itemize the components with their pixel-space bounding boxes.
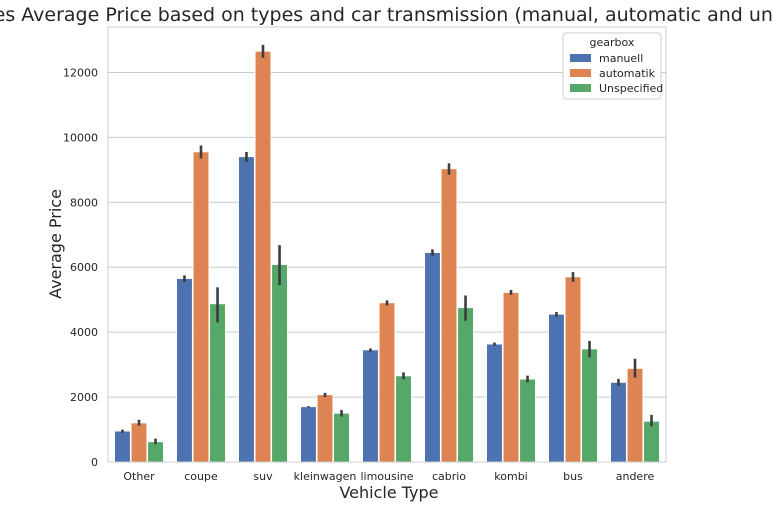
x-tick-label: coupe (184, 470, 218, 483)
y-tick-label: 6000 (70, 261, 98, 274)
bar-automatik-cabrio (440, 168, 458, 463)
bar-Unspecified-Other (147, 441, 164, 463)
y-axis-label: Average Price (46, 189, 65, 299)
bar-manuell-cabrio (424, 252, 441, 463)
y-tick-label: 4000 (70, 326, 98, 339)
bar-Unspecified-cabrio (457, 307, 474, 463)
x-tick-label: limousine (360, 470, 413, 483)
x-axis-label: Vehicle Type (339, 483, 438, 502)
bar-Unspecified-suv (271, 264, 288, 463)
bar-manuell-kleinwagen (300, 406, 317, 463)
legend-title: gearbox (590, 36, 635, 49)
bar-manuell-kombi (486, 343, 503, 463)
bar-manuell-Other (114, 430, 131, 463)
x-tick-label: bus (563, 470, 583, 483)
bar-Unspecified-limousine (395, 375, 412, 463)
bar-automatik-kombi (502, 292, 520, 463)
plot-frame (107, 26, 667, 463)
bar-Unspecified-andere (643, 421, 660, 463)
bar-manuell-limousine (362, 349, 379, 463)
x-tick-label: kleinwagen (294, 470, 357, 483)
legend-swatch-automatik (570, 69, 591, 77)
bar-automatik-andere (626, 368, 644, 463)
bar-Unspecified-coupe (209, 303, 226, 463)
bar-automatik-kleinwagen (316, 394, 334, 463)
legend-box (562, 32, 662, 100)
bar-automatik-suv (254, 51, 272, 463)
legend-swatch-Unspecified (570, 84, 591, 92)
bar-manuell-andere (610, 382, 627, 463)
bar-Unspecified-kleinwagen (333, 413, 350, 463)
bar-Unspecified-kombi (519, 378, 536, 463)
bar-manuell-coupe (176, 278, 193, 463)
x-tick-label: andere (616, 470, 655, 483)
y-tick-label: 2000 (70, 391, 98, 404)
legend-label-manuell: manuell (599, 52, 643, 65)
bar-automatik-coupe (192, 151, 210, 463)
x-tick-label: kombi (494, 470, 527, 483)
legend-swatch-manuell (570, 54, 591, 62)
x-tick-label: Other (123, 470, 155, 483)
bar-Unspecified-bus (581, 348, 598, 463)
legend-label-Unspecified: Unspecified (599, 82, 663, 95)
legend-label-automatik: automatik (599, 67, 656, 80)
x-tick-label: suv (253, 470, 273, 483)
legend: gearbox manuell automatik Unspecified (562, 32, 663, 100)
bar-manuell-bus (548, 313, 565, 463)
bar-automatik-Other (130, 422, 148, 463)
bar-automatik-bus (564, 276, 582, 463)
y-tick-label: 0 (91, 456, 98, 469)
chart-title: Vehicles Average Price based on types an… (0, 4, 773, 26)
y-tick-label: 10000 (63, 131, 98, 144)
x-tick-label: cabrio (432, 470, 466, 483)
bar-automatik-limousine (378, 302, 396, 463)
bar-manuell-suv (238, 156, 255, 463)
y-tick-label: 8000 (70, 196, 98, 209)
y-tick-label: 12000 (63, 66, 98, 79)
